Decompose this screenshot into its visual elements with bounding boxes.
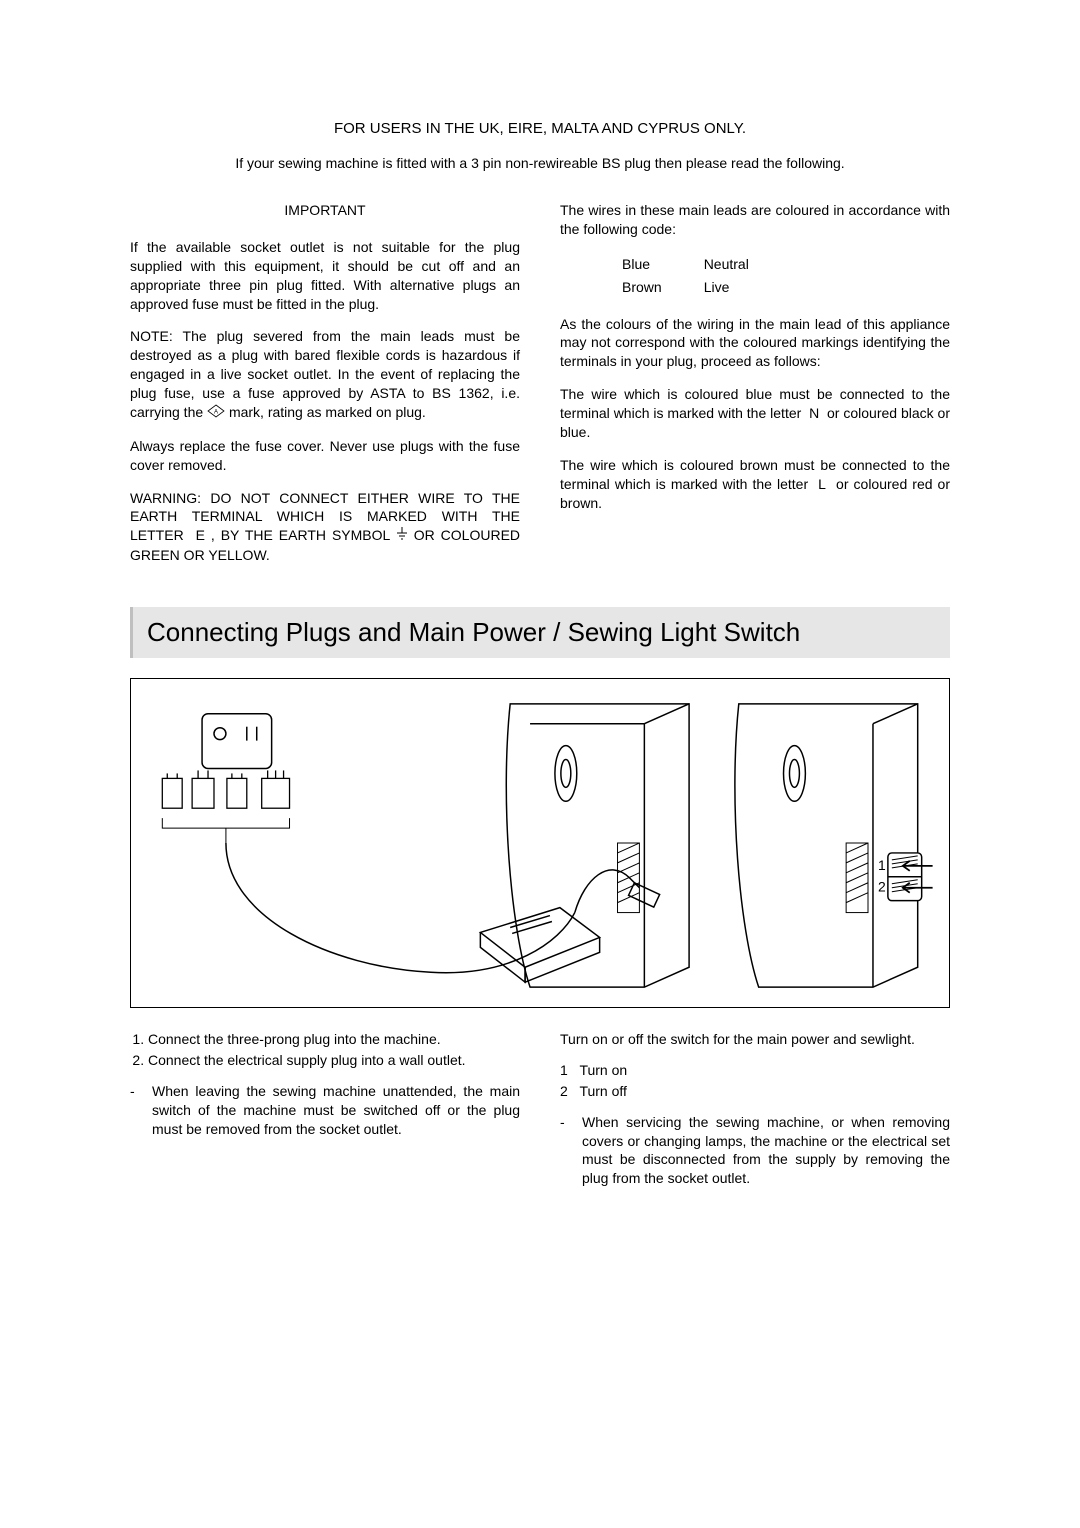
lower-left-column: Connect the three-prong plug into the ma… (130, 1030, 520, 1200)
wire-cell: Blue (622, 255, 702, 276)
right-p4: The wire which is coloured brown must be… (560, 456, 950, 513)
wire-cell: Brown (622, 278, 702, 299)
lower-right-p1: Turn on or off the switch for the main p… (560, 1030, 950, 1049)
lower-right-column: Turn on or off the switch for the main p… (560, 1030, 950, 1200)
switch-item: 1 Turn on (560, 1061, 950, 1080)
asta-mark-icon: A (207, 404, 225, 423)
right-p2: As the colours of the wiring in the main… (560, 315, 950, 372)
left-p1: If the available socket outlet is not su… (130, 238, 520, 314)
left-dash-note: - When leaving the sewing machine unatte… (130, 1082, 520, 1139)
right-p1: The wires in these main leads are colour… (560, 201, 950, 239)
dash-icon: - (560, 1113, 582, 1189)
step-item: Connect the three-prong plug into the ma… (148, 1030, 520, 1049)
page-subtitle: If your sewing machine is fitted with a … (130, 155, 950, 171)
wire-cell: Live (704, 278, 789, 299)
left-column: IMPORTANT If the available socket outlet… (130, 201, 520, 579)
switch-item: 2 Turn off (560, 1082, 950, 1101)
connection-diagram: 1 2 (130, 678, 950, 1008)
wire-cell: Neutral (704, 255, 789, 276)
lower-columns: Connect the three-prong plug into the ma… (130, 1030, 950, 1200)
page-region-title: FOR USERS IN THE UK, EIRE, MALTA AND CYP… (130, 120, 950, 137)
connect-steps: Connect the three-prong plug into the ma… (130, 1030, 520, 1070)
wire-color-table: Blue Neutral Brown Live (620, 253, 791, 301)
section-title: Connecting Plugs and Main Power / Sewing… (130, 607, 950, 658)
right-dash-note: - When servicing the sewing machine, or … (560, 1113, 950, 1189)
left-p2b: mark, rating as marked on plug. (229, 404, 426, 420)
important-label: IMPORTANT (130, 201, 520, 220)
left-p4: WARNING: DO NOT CONNECT EITHER WIRE TO T… (130, 489, 520, 565)
dash-text: When leaving the sewing machine unattend… (152, 1082, 520, 1139)
earth-symbol-icon (396, 527, 408, 546)
right-column: The wires in these main leads are colour… (560, 201, 950, 579)
svg-text:A: A (214, 409, 218, 415)
dash-text: When servicing the sewing machine, or wh… (582, 1113, 950, 1189)
upper-columns: IMPORTANT If the available socket outlet… (130, 201, 950, 579)
step-item: Connect the electrical supply plug into … (148, 1051, 520, 1070)
switch-list: 1 Turn on 2 Turn off (560, 1061, 950, 1101)
left-p2: NOTE: The plug severed from the main lea… (130, 327, 520, 422)
dash-icon: - (130, 1082, 152, 1139)
callout-1: 1 (878, 857, 886, 873)
left-p3: Always replace the fuse cover. Never use… (130, 437, 520, 475)
diagram-svg: 1 2 (131, 679, 949, 1007)
callout-2: 2 (878, 879, 886, 895)
right-p3: The wire which is coloured blue must be … (560, 385, 950, 442)
